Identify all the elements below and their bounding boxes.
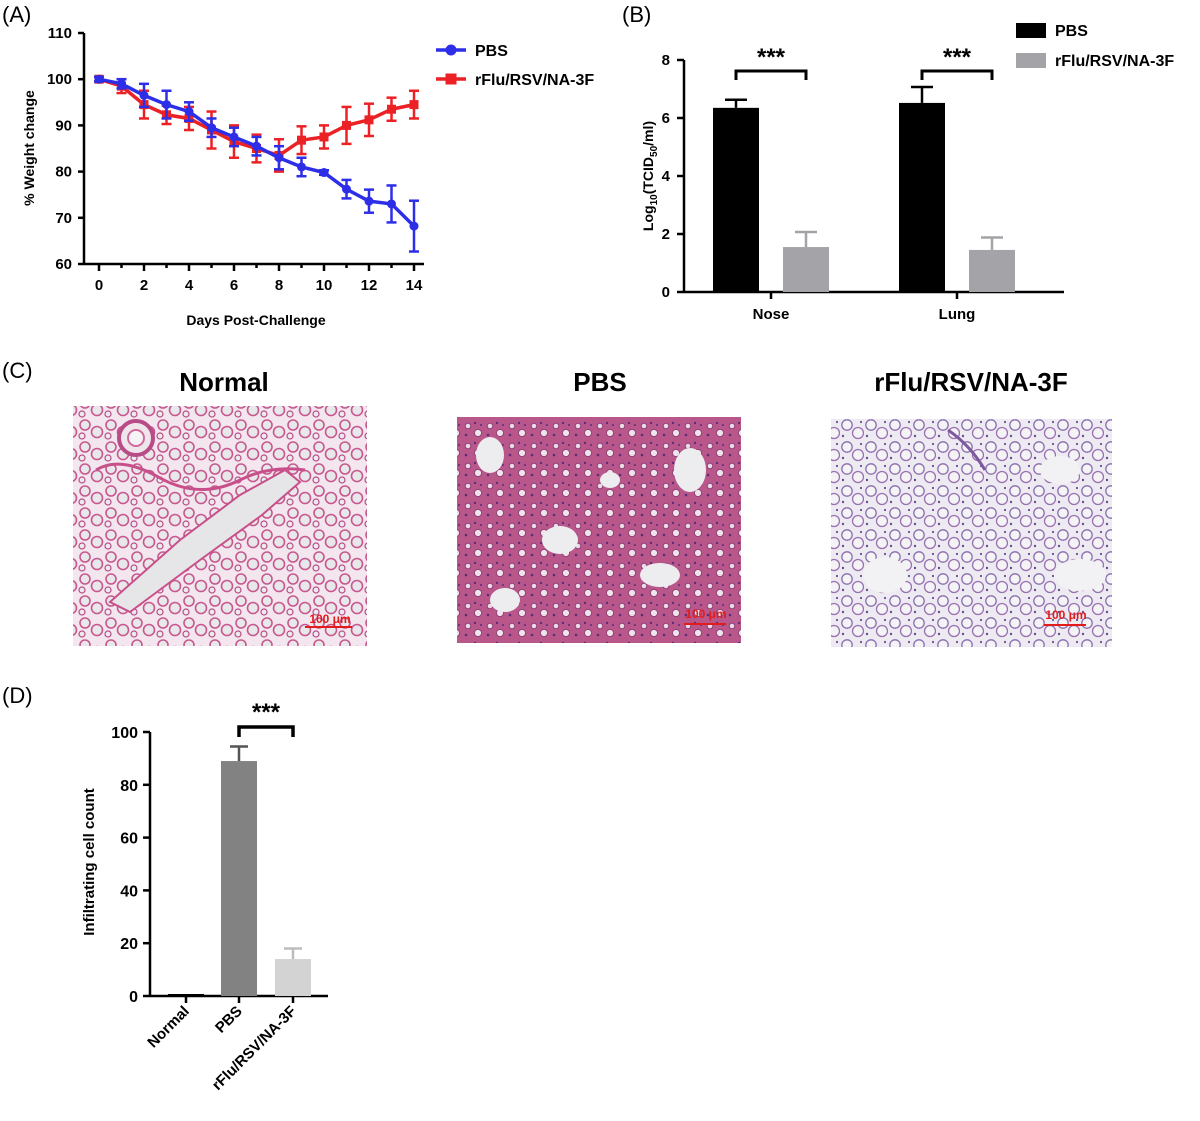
significance-label: ***	[943, 44, 972, 71]
a-x-tick-label: 4	[185, 277, 194, 294]
legend-pbs-swatch	[1016, 23, 1046, 38]
scale-label-vaccine: 100 μm	[1045, 608, 1086, 622]
data-point	[207, 123, 216, 133]
panel-letter-b: (B)	[622, 2, 651, 27]
histology-title-vaccine: rFlu/RSV/NA-3F	[874, 367, 1068, 397]
d-y-tick-label: 40	[120, 883, 138, 900]
scale-label-pbs: 100 μm	[685, 607, 726, 621]
a-x-tick-label: 10	[316, 277, 333, 294]
legend-vaccine-marker	[445, 73, 457, 85]
data-point	[342, 184, 351, 194]
data-point	[162, 100, 171, 110]
a-x-tick-label: 2	[140, 277, 148, 294]
b-x-tick-label: Lung	[939, 306, 976, 323]
data-point	[387, 104, 396, 114]
data-point	[252, 141, 261, 151]
b-legend: PBS rFlu/RSV/NA-3F	[1016, 23, 1174, 70]
significance-label: ***	[252, 699, 281, 726]
b-y-tick-label: 8	[662, 52, 670, 69]
legend-pbs-label: PBS	[475, 43, 508, 60]
d-y-tick-label: 60	[120, 831, 138, 848]
histology-title-normal: Normal	[179, 367, 269, 397]
weight-change-line-chart: (A) 60 70 80 90 100 110 0 2 4 6 8 10 12 14 % Weight …	[2, 2, 594, 328]
legend-pbs-marker	[445, 44, 457, 56]
bar-rflu-rsv-na-3f	[275, 959, 311, 996]
a-y-tick-label: 100	[47, 71, 72, 88]
panel-letter-a: (A)	[2, 2, 31, 27]
data-point	[387, 199, 396, 209]
bar-pbs	[221, 761, 257, 996]
panel-letter-d: (D)	[2, 683, 33, 708]
data-point	[184, 107, 194, 117]
data-point	[117, 79, 126, 89]
histology-title-pbs: PBS	[573, 367, 626, 397]
significance-bracket	[237, 725, 295, 737]
data-point	[297, 162, 306, 172]
a-x-tick-label: 0	[95, 277, 103, 294]
d-y-tick-label: 0	[129, 989, 138, 1006]
b-y-tick-label: 6	[662, 110, 670, 127]
a-y-tick-label: 90	[55, 117, 72, 134]
b-x-tick-label: Nose	[753, 306, 790, 323]
a-y-axis-title: % Weight change	[21, 90, 37, 206]
legend-vaccine-label: rFlu/RSV/NA-3F	[1055, 53, 1174, 70]
significance-bracket	[734, 69, 808, 80]
d-x-tick-label: Normal	[144, 1003, 193, 1052]
d-y-axis-title: Infiltrating cell count	[81, 788, 98, 936]
series-pbs	[94, 74, 419, 253]
a-x-tick-label: 8	[275, 277, 283, 294]
legend-pbs-label: PBS	[1055, 23, 1088, 40]
d-y-tick-label: 20	[120, 936, 138, 953]
data-point	[364, 196, 374, 206]
legend-vaccine-swatch	[1016, 53, 1046, 68]
data-point	[364, 115, 374, 125]
a-legend: PBS rFlu/RSV/NA-3F	[436, 43, 594, 89]
a-y-tick-label: 80	[55, 164, 72, 181]
a-x-tick-label: 14	[406, 277, 423, 294]
bar-nose-vaccine	[783, 247, 829, 292]
bar-lung-vaccine	[969, 249, 1015, 292]
histology-image-pbs: 100 μm	[457, 417, 741, 643]
b-y-tick-label: 2	[662, 226, 670, 243]
bar-normal	[168, 994, 204, 996]
data-point	[342, 120, 351, 130]
bar-lung-pbs	[899, 102, 945, 292]
data-point	[94, 74, 104, 84]
viral-titer-bar-chart: (B) 0 2 4 6 8 Nose Lung Log10(TCID50/ml) *** *…	[622, 2, 1174, 323]
b-y-axis-title: Log10(TCID50/ml)	[640, 121, 660, 231]
a-x-axis-title: Days Post-Challenge	[186, 312, 325, 328]
a-y-tick-label: 70	[55, 210, 72, 227]
a-y-tick-label: 60	[55, 256, 72, 273]
legend-vaccine-label: rFlu/RSV/NA-3F	[475, 72, 594, 89]
scale-label-normal: 100 μm	[309, 612, 350, 626]
data-point	[409, 221, 419, 231]
data-point	[274, 153, 284, 163]
bar-nose-pbs	[713, 107, 759, 292]
panel-letter-c: (C)	[2, 358, 33, 383]
data-point	[319, 168, 329, 178]
data-point	[139, 90, 149, 100]
data-point	[297, 135, 306, 145]
significance-bracket	[920, 69, 994, 80]
significance-label: ***	[757, 44, 786, 71]
b-y-tick-label: 4	[662, 168, 671, 185]
data-point	[319, 132, 329, 142]
data-point	[229, 132, 239, 142]
a-x-tick-label: 6	[230, 277, 238, 294]
histology-image-normal: 100 μm	[73, 406, 367, 646]
a-x-tick-label: 12	[361, 277, 378, 294]
d-y-tick-label: 100	[111, 725, 138, 742]
a-y-tick-label: 110	[48, 25, 72, 42]
data-point	[409, 100, 419, 110]
b-y-tick-label: 0	[662, 284, 670, 301]
d-y-tick-label: 80	[120, 778, 138, 795]
d-x-tick-label: PBS	[212, 1003, 246, 1037]
histology-image-vaccine: 100 μm	[831, 419, 1112, 647]
histology-panel: (C) Normal PBS rFlu/RSV/NA-3F 100 μm 100…	[2, 358, 1112, 647]
